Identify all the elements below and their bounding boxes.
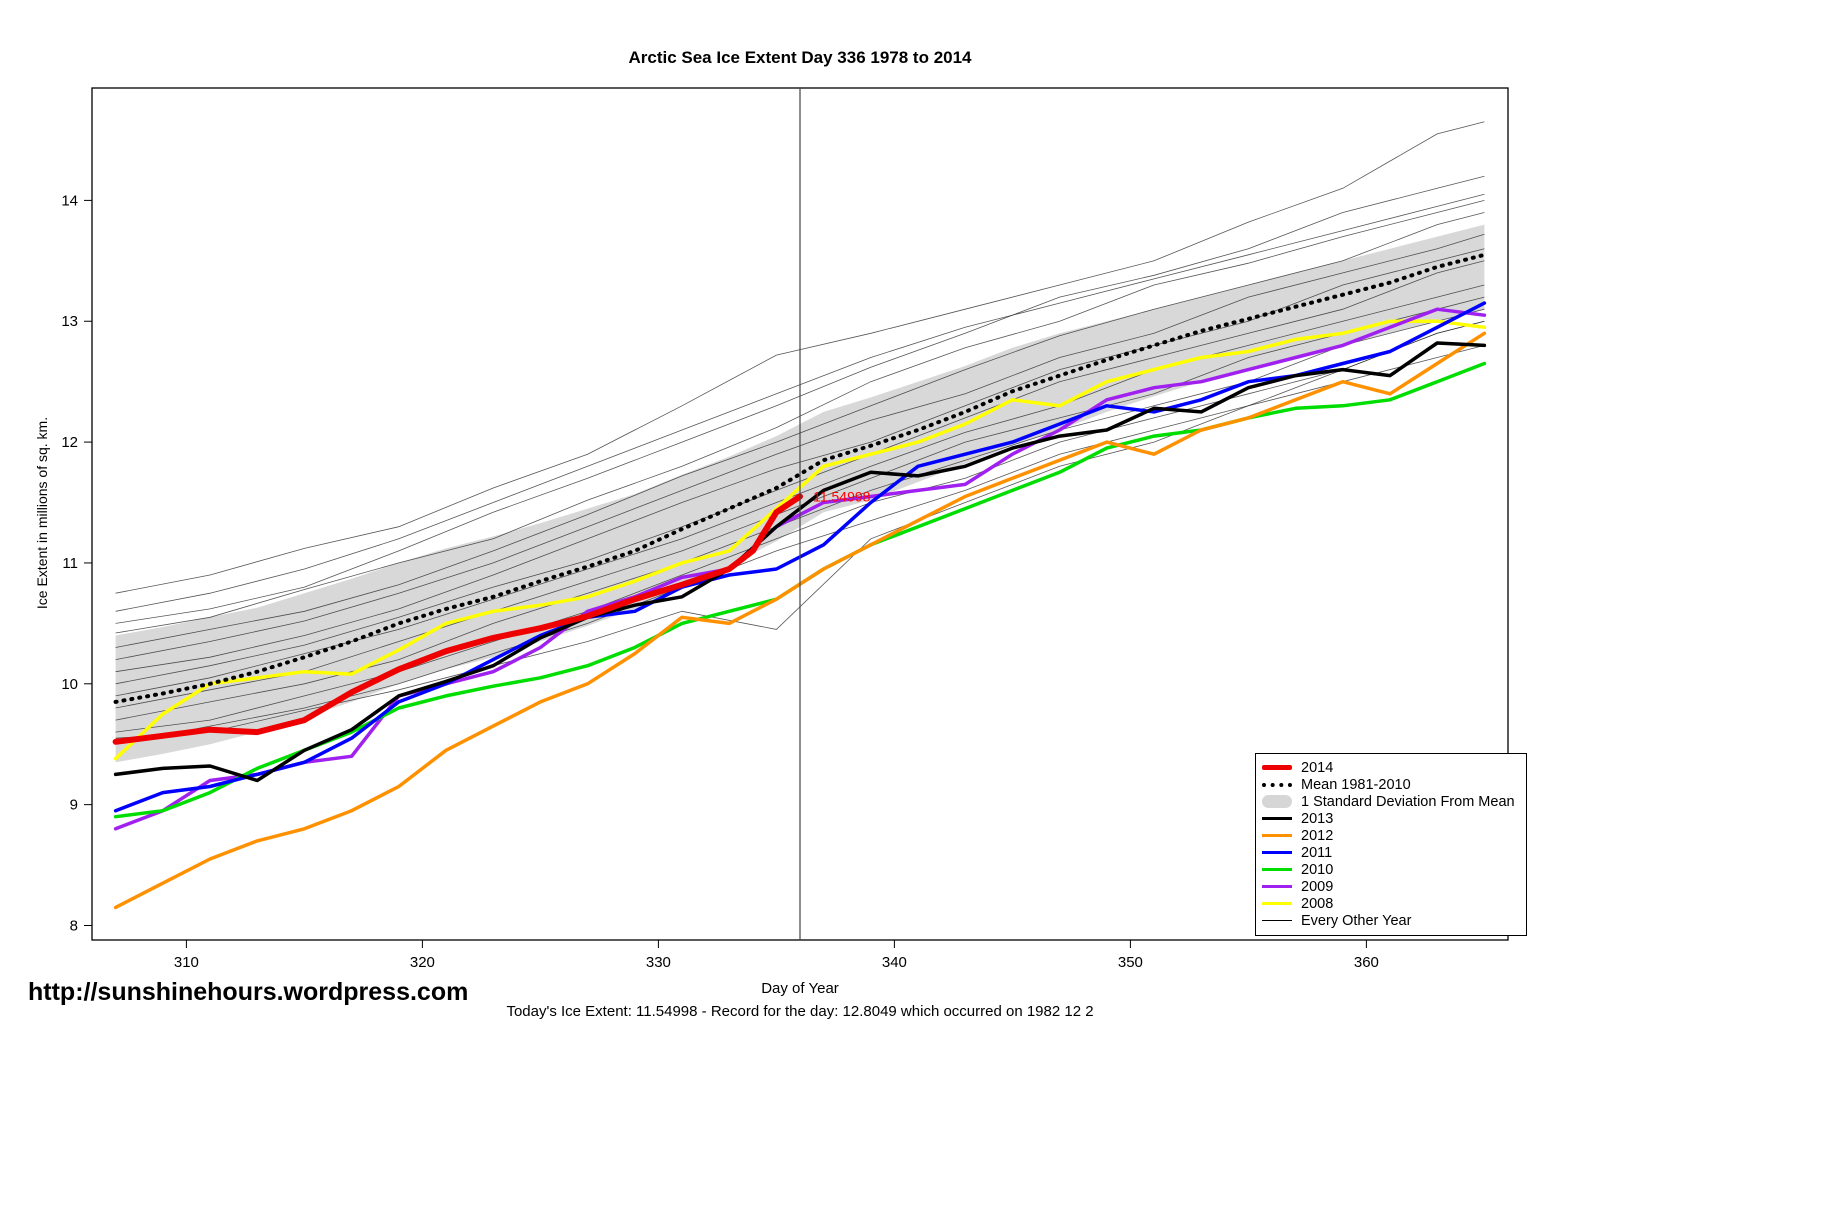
other-year-line [115, 200, 1485, 634]
legend-label: 2008 [1301, 895, 1334, 912]
x-tick-label: 330 [646, 954, 671, 971]
x-axis-label: Day of Year [761, 980, 839, 997]
x-tick-label: 360 [1354, 954, 1379, 971]
chart-title: Arctic Sea Ice Extent Day 336 1978 to 20… [628, 48, 972, 67]
legend-swatch-line [1262, 851, 1292, 854]
other-year-line [115, 193, 1485, 612]
legend-swatch-line [1262, 885, 1292, 888]
legend-label: 2014 [1301, 759, 1334, 776]
legend-swatch-thick [1262, 765, 1292, 770]
x-tick-label: 350 [1118, 954, 1143, 971]
other-year-line [115, 296, 1485, 709]
y-tick-label: 12 [61, 434, 78, 451]
status-line: Today's Ice Extent: 11.54998 - Record fo… [506, 1003, 1094, 1020]
legend-item-2011: 2011 [1262, 844, 1518, 861]
legend-item-2012: 2012 [1262, 827, 1518, 844]
legend-swatch-line [1262, 817, 1292, 820]
y-tick-label: 9 [70, 797, 78, 814]
legend-label: 1 Standard Deviation From Mean [1301, 793, 1515, 810]
y-tick-label: 10 [61, 676, 78, 693]
other-year-line [115, 260, 1485, 685]
other-year-line [115, 121, 1485, 594]
y-tick-label: 8 [70, 917, 78, 934]
other-year-line [115, 233, 1485, 660]
legend-item-mean-1981-2010: Mean 1981-2010 [1262, 776, 1518, 793]
other-year-line [115, 308, 1485, 721]
legend-item-2010: 2010 [1262, 861, 1518, 878]
legend-swatch-line [1262, 902, 1292, 905]
legend-swatch-line [1262, 834, 1292, 837]
legend-label: 2010 [1301, 861, 1334, 878]
legend-item-2008: 2008 [1262, 895, 1518, 912]
legend-item-2013: 2013 [1262, 810, 1518, 827]
legend-label: 2012 [1301, 827, 1334, 844]
other-year-line [115, 212, 1485, 648]
legend-label: 2009 [1301, 878, 1334, 895]
series-mean-1981-2010 [113, 252, 1487, 704]
legend-label: Mean 1981-2010 [1301, 776, 1411, 793]
site-url: http://sunshinehours.wordpress.com [28, 978, 469, 1006]
legend-swatch-line [1262, 868, 1292, 871]
legend-item-2014: 2014 [1262, 759, 1518, 776]
x-tick-label: 320 [410, 954, 435, 971]
legend-item-2009: 2009 [1262, 878, 1518, 895]
x-tick-label: 310 [174, 954, 199, 971]
y-axis-label: Ice Extent in millions of sq. km. [34, 416, 50, 610]
legend-swatch-dashed [1262, 782, 1292, 787]
chart-plot: 310 320 330 340 350 360 8 9 10 11 12 13 14 11.54998 [61, 87, 1509, 971]
other-year-line [115, 248, 1485, 673]
today-value-annotation: 11.54998 [813, 488, 871, 504]
other-year-line [115, 345, 1485, 745]
series-2014 [112, 493, 803, 745]
other-year-line [115, 175, 1485, 624]
other-year-line [115, 320, 1485, 733]
legend-swatch-band [1262, 795, 1292, 808]
legend-label: Every Other Year [1301, 912, 1412, 929]
legend-item-1-standard-deviation-from-mean: 1 Standard Deviation From Mean [1262, 793, 1518, 810]
legend-label: 2011 [1301, 844, 1333, 861]
y-tick-label: 11 [62, 555, 78, 572]
legend-item-every-other-year: Every Other Year [1262, 912, 1518, 929]
legend-label: 2013 [1301, 810, 1334, 827]
other-year-line [115, 284, 1485, 697]
x-tick-label: 340 [882, 954, 907, 971]
legend-swatch-thin [1262, 920, 1292, 921]
y-tick-label: 13 [61, 313, 78, 330]
other-year-line [115, 320, 1485, 739]
legend: 2014 Mean 1981-2010 1 Standard Deviation F… [1255, 753, 1527, 936]
y-tick-label: 14 [61, 192, 78, 209]
